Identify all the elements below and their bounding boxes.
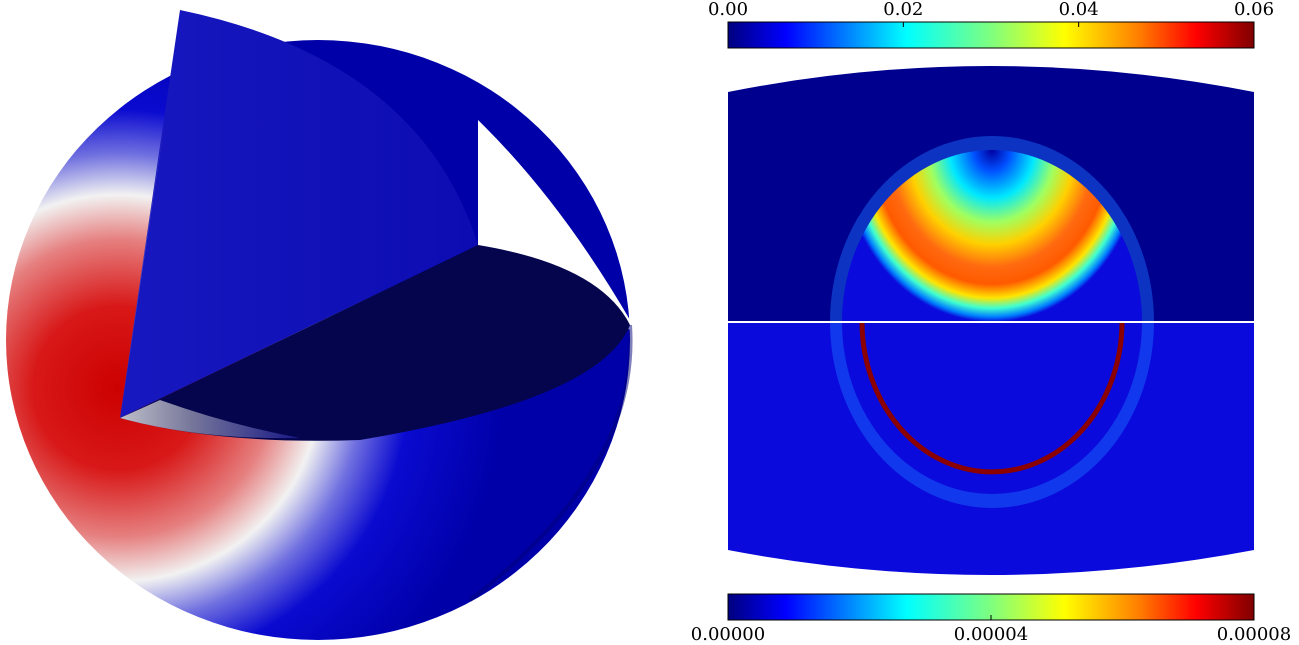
top-colorbar-tick-label: 0.00 <box>708 0 748 20</box>
bottom-colorbar-tick-label: 0.00004 <box>954 624 1028 645</box>
top-colorbar-ticks: 0.00 0.02 0.04 0.06 <box>708 0 1274 27</box>
bottom-colorbar-ticks: 0.00000 0.00004 0.00008 <box>691 615 1291 645</box>
top-colorbar-tick-label: 0.02 <box>883 0 923 20</box>
horizontal-cut-face <box>120 245 630 441</box>
lower-ring-outline <box>859 321 1125 475</box>
top-colorbar: 0.00 0.02 0.04 0.06 <box>708 0 1274 49</box>
bottom-colorbar-tick-label: 0.00000 <box>691 624 765 645</box>
horizontal-face-gradient-edge <box>120 400 300 439</box>
cutaway-removed-region <box>478 120 630 330</box>
top-colorbar-bar <box>727 21 1255 49</box>
vertical-cut-face <box>120 10 478 418</box>
top-colorbar-tick-label: 0.06 <box>1234 0 1274 20</box>
bottom-colorbar-tick-label: 0.00008 <box>1217 624 1291 645</box>
sphere-cutaway <box>6 10 633 640</box>
sphere-rim <box>468 324 633 602</box>
field-plot <box>728 66 1254 575</box>
bottom-colorbar: 0.00000 0.00004 0.00008 <box>691 593 1291 645</box>
vertical-face-gradient-edge <box>120 120 165 418</box>
top-colorbar-tick-label: 0.04 <box>1059 0 1099 20</box>
